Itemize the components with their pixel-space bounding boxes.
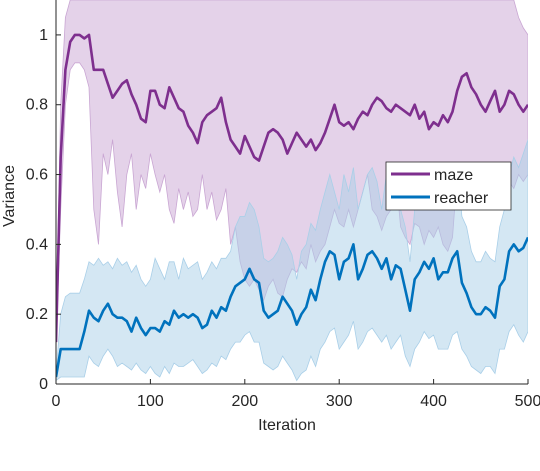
y-tick-label: 0.8 <box>26 97 48 114</box>
legend-label-reacher: reacher <box>434 190 489 207</box>
x-tick-label: 200 <box>231 393 258 410</box>
x-tick-label: 500 <box>515 393 540 410</box>
legend: maze reacher <box>385 161 512 211</box>
x-axis-label: Iteration <box>258 417 316 434</box>
y-tick-label: 0.6 <box>26 167 48 184</box>
series-lines <box>56 33 528 378</box>
x-tick-label: 300 <box>326 393 353 410</box>
band-reacher <box>56 139 528 382</box>
y-ticks: 0 0.2 0.4 0.6 0.8 1 <box>26 27 61 393</box>
confidence-bands <box>56 0 528 382</box>
line-maze <box>56 33 528 343</box>
x-tick-label: 400 <box>420 393 447 410</box>
y-tick-label: 0.4 <box>26 236 48 253</box>
x-tick-label: 0 <box>52 393 61 410</box>
legend-label-maze: maze <box>434 167 473 184</box>
x-tick-label: 100 <box>137 393 164 410</box>
y-tick-label: 1 <box>39 27 48 44</box>
line-reacher <box>56 236 528 378</box>
x-ticks: 0 100 200 300 400 500 <box>52 379 540 410</box>
legend-box <box>385 161 512 211</box>
axes <box>55 0 528 385</box>
y-tick-label: 0.2 <box>26 306 48 323</box>
y-tick-label: 0 <box>39 376 48 393</box>
band-maze <box>56 0 528 350</box>
y-axis-label: Variance <box>1 165 18 227</box>
